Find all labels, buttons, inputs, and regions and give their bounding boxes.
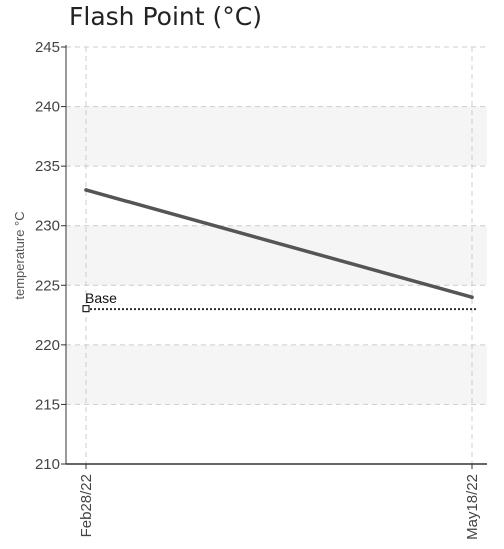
x-tick-label: May18/22: [464, 474, 481, 540]
y-tick-label: 220: [35, 337, 60, 354]
grid-band: [66, 225, 487, 286]
y-tick-label: 240: [35, 99, 60, 116]
y-tick-label: 210: [35, 456, 60, 473]
y-tick-label: 215: [35, 396, 60, 413]
data-point: [84, 188, 88, 192]
data-point: [470, 295, 474, 300]
grid-band: [66, 344, 487, 405]
grid-band: [66, 106, 487, 167]
y-axis-label: temperature °C: [12, 211, 27, 299]
y-tick-label: 230: [35, 218, 60, 235]
base-marker: [82, 305, 90, 313]
chart-title: Flash Point (°C): [69, 2, 262, 31]
y-tick-label: 225: [35, 277, 60, 294]
y-tick-label: 235: [35, 158, 60, 175]
y-tick-label: 245: [35, 39, 60, 56]
base-label: Base: [85, 290, 117, 306]
series-line: [85, 188, 473, 299]
x-tick-label: Feb28/22: [78, 474, 95, 537]
